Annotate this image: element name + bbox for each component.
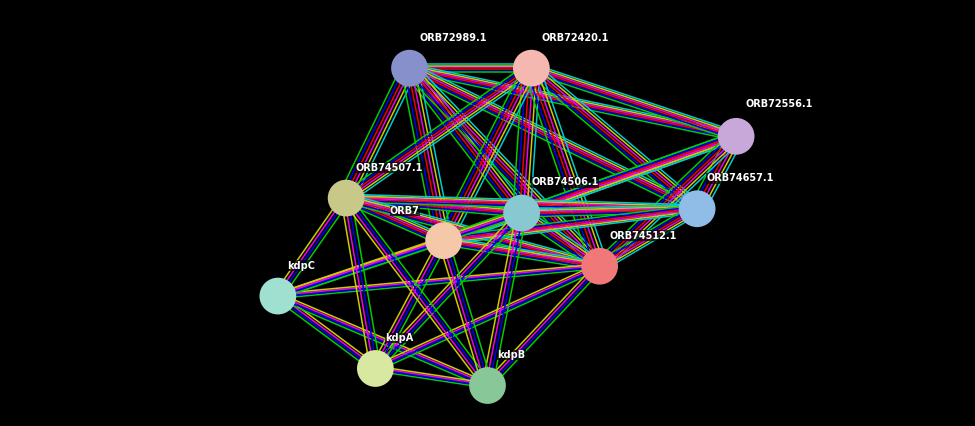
Text: ORB7: ORB7 <box>390 206 420 216</box>
Point <box>524 65 539 72</box>
Text: kdpA: kdpA <box>385 333 413 343</box>
Point <box>592 263 607 270</box>
Text: ORB72420.1: ORB72420.1 <box>541 33 608 43</box>
Text: ORB74657.1: ORB74657.1 <box>707 173 774 183</box>
Text: kdpC: kdpC <box>288 261 316 271</box>
Text: ORB72989.1: ORB72989.1 <box>419 33 487 43</box>
Text: ORB74507.1: ORB74507.1 <box>356 163 423 173</box>
Point <box>338 195 354 201</box>
Point <box>402 65 417 72</box>
Point <box>436 237 451 244</box>
Text: kdpB: kdpB <box>497 350 526 360</box>
Point <box>480 382 495 389</box>
Point <box>728 133 744 140</box>
Point <box>689 205 705 212</box>
Text: ORB72556.1: ORB72556.1 <box>746 99 813 109</box>
Point <box>514 210 529 216</box>
Text: ORB74512.1: ORB74512.1 <box>609 231 677 241</box>
Point <box>368 365 383 372</box>
Text: ORB74506.1: ORB74506.1 <box>531 178 599 187</box>
Point <box>270 293 286 299</box>
